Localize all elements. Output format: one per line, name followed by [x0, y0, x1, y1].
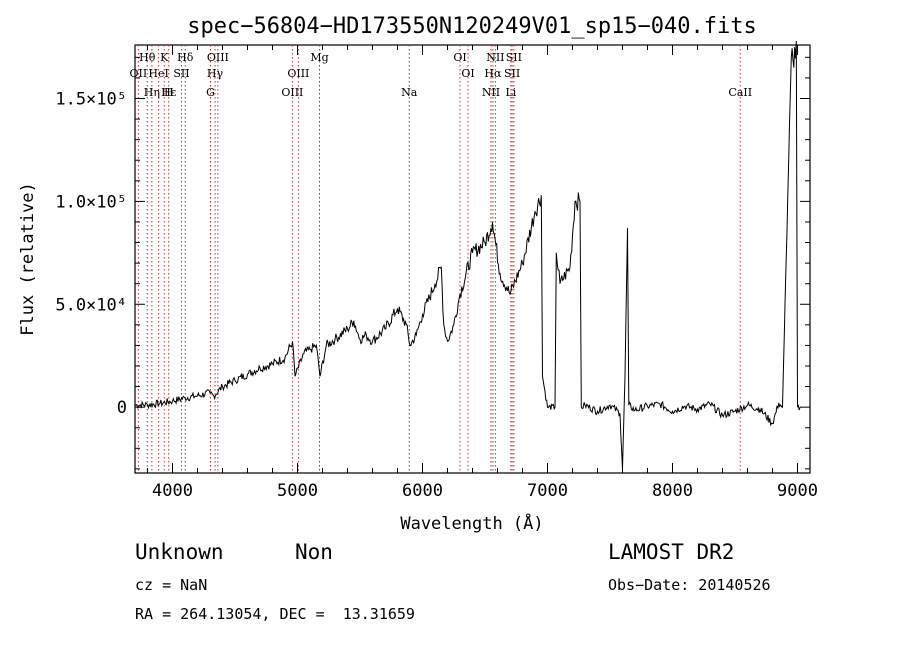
emission-line-label: NII [486, 51, 504, 64]
emission-line-label: SII [504, 67, 520, 80]
emission-line-label: Hδ [177, 51, 194, 64]
emission-line-label: Hη [144, 86, 160, 99]
emission-line-label: HeI [148, 67, 168, 80]
emission-line-label: OIII [207, 51, 229, 64]
emission-line-label: Li [505, 86, 516, 99]
emission-line-label: CaII [728, 86, 752, 99]
chart-title: spec−56804−HD173550N120249V01_sp15−040.f… [187, 14, 757, 39]
y-tick-label: 1.5×10⁵ [55, 90, 127, 110]
x-tick-label: 7000 [527, 481, 568, 501]
class-label: Unknown [135, 540, 224, 564]
emission-line-label: K [160, 51, 169, 64]
emission-line-label: Na [401, 86, 418, 99]
emission-line-label: NII [482, 86, 500, 99]
emission-line-label: SII [506, 51, 522, 64]
emission-line-label: Hε [161, 86, 177, 99]
survey-label: LAMOST DR2 [608, 540, 735, 564]
coordinates: RA = 264.13054, DEC = 13.31659 [135, 605, 415, 623]
plot-frame [134, 44, 811, 474]
emission-line-label: Hγ [207, 67, 224, 80]
x-tick-label: 6000 [402, 481, 443, 501]
emission-line-label: OI [461, 67, 474, 80]
emission-line-label: H [164, 86, 174, 99]
emission-line-label: Mg [310, 51, 328, 64]
y-tick-label: 1.0×10⁵ [55, 192, 127, 212]
redshift-cz: cz = NaN [135, 576, 208, 594]
axis-ticks: 4000 5000 6000 7000 8000 9000 0 5.0×10⁴ 1.0×10⁵ 1… [55, 45, 818, 501]
x-tick-label: 9000 [777, 481, 818, 501]
emission-line-label: OII [130, 67, 148, 80]
emission-line-label: OIII [281, 86, 303, 99]
x-tick-label: 4000 [152, 481, 193, 501]
emission-line-label: OI [453, 51, 466, 64]
x-tick-label: 8000 [652, 481, 693, 501]
emission-line-label: Hθ [139, 51, 156, 64]
y-tick-label: 0 [117, 398, 127, 418]
y-axis-label: Flux (relative) [18, 182, 38, 336]
emission-line-label: G [206, 86, 215, 99]
x-tick-label: 5000 [277, 481, 318, 501]
emission-line-label: OIII [287, 67, 309, 80]
obs-date: Obs−Date: 20140526 [608, 576, 771, 594]
x-axis-label: Wavelength (Å) [400, 512, 543, 534]
spectrum-line [135, 40, 801, 469]
emission-line-markers [137, 45, 741, 473]
emission-line-label: Hα [484, 67, 502, 80]
subclass-label: Non [295, 540, 333, 564]
y-tick-label: 5.0×10⁴ [55, 295, 127, 315]
emission-line-label: SII [173, 67, 189, 80]
